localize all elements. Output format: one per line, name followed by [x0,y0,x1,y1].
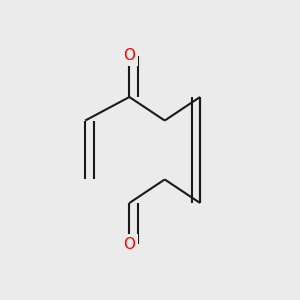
Text: O: O [123,48,135,63]
Text: O: O [123,237,135,252]
